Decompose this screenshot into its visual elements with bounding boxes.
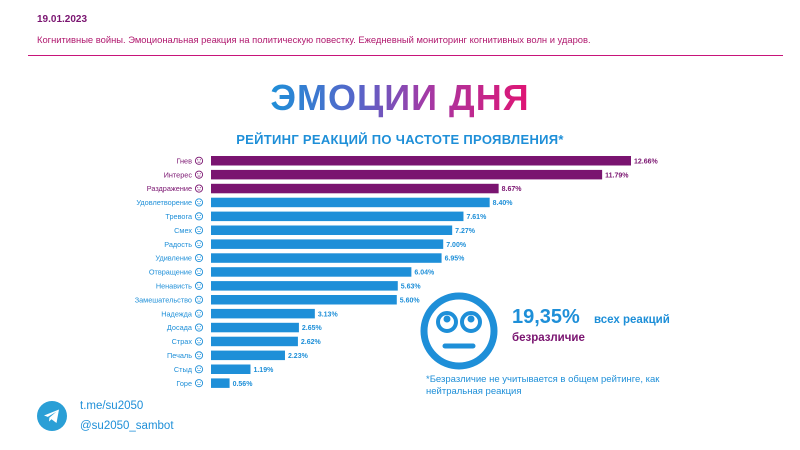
- category-label: Замешательство: [135, 295, 192, 304]
- value-label: 7.61%: [466, 214, 487, 221]
- value-label: 6.04%: [414, 270, 435, 277]
- category-label: Гнев: [176, 156, 192, 165]
- value-label: 1.19%: [253, 367, 274, 374]
- disgusted-face-icon: [194, 267, 204, 276]
- hope-icon: [194, 309, 204, 318]
- surprised-face-icon: [194, 254, 204, 263]
- bar-14: [211, 336, 298, 347]
- bar-5: [211, 211, 464, 222]
- value-label: 7.00%: [446, 242, 467, 249]
- telegram-icon: [37, 401, 67, 431]
- confused-face-icon: [194, 295, 204, 304]
- indifference-footnote: *Безразличие не учитывается в общем рейт…: [426, 374, 660, 397]
- value-label: 8.40%: [493, 200, 514, 207]
- bar-6: [211, 225, 453, 235]
- bar-3: [211, 183, 499, 194]
- category-label: Удивление: [155, 254, 192, 263]
- value-label: 11.79%: [605, 172, 629, 179]
- bar-11: [211, 295, 397, 305]
- report-subtitle: Когнитивные войны. Эмоциональная реакция…: [37, 34, 591, 45]
- bar-17: [211, 378, 230, 388]
- bar-1: [211, 156, 631, 166]
- category-label: Раздражение: [147, 184, 192, 193]
- hate-face-icon: [194, 281, 204, 290]
- irritated-face-icon: [194, 184, 204, 193]
- report-date: 19.01.2023: [37, 14, 88, 25]
- category-label: Тревога: [165, 212, 193, 221]
- page-title: ЭМОЦИИ ДНЯ: [0, 78, 800, 118]
- telegram-channel-link[interactable]: t.me/su2050: [80, 400, 144, 412]
- annoyed-face-icon: [194, 323, 204, 332]
- chart-title: РЕЙТИНГ РЕАКЦИЙ ПО ЧАСТОТЕ ПРОЯВЛЕНИЯ*: [236, 132, 564, 147]
- category-label: Отвращение: [149, 268, 192, 277]
- category-label: Досада: [167, 323, 193, 332]
- category-label: Смех: [174, 226, 192, 235]
- category-label: Надежда: [161, 309, 193, 318]
- fear-face-icon: [194, 337, 204, 346]
- bar-8: [211, 253, 442, 263]
- category-label: Горе: [176, 379, 192, 388]
- telegram-bot-link[interactable]: @su2050_sambot: [80, 420, 174, 432]
- bar-10: [211, 281, 398, 291]
- satisfied-face-icon: [194, 198, 204, 207]
- bar-9: [211, 267, 412, 277]
- category-label: Страх: [172, 337, 193, 346]
- neutral-face-icon: [420, 292, 498, 370]
- page-title-text: ЭМОЦИИ ДНЯ: [270, 77, 530, 118]
- value-label: 5.60%: [400, 297, 421, 304]
- angry-face-icon: [194, 156, 204, 165]
- category-label: Стыд: [174, 365, 193, 374]
- value-label: 3.13%: [318, 311, 339, 318]
- indifference-percent: 19,35%: [512, 306, 580, 328]
- emotions-bar-chart: Гнев 12.66% Интерес 11.79% Раздражение 8.67% У…: [135, 156, 659, 388]
- value-label: 8.67%: [502, 186, 523, 193]
- category-label: Радость: [164, 240, 192, 249]
- sad-face-icon: [194, 351, 204, 360]
- value-label: 2.23%: [288, 353, 309, 360]
- grief-face-icon: [194, 379, 204, 388]
- header-divider: [28, 55, 783, 56]
- laughing-face-icon: [194, 226, 204, 235]
- value-label: 0.56%: [233, 381, 254, 388]
- value-label: 6.95%: [445, 256, 466, 263]
- bar-13: [211, 322, 299, 333]
- value-label: 7.27%: [455, 228, 476, 235]
- bar-12: [211, 308, 315, 319]
- indifference-all-label: всех реакций: [594, 314, 670, 326]
- category-label: Удовлетворение: [136, 198, 192, 207]
- bar-15: [211, 350, 285, 361]
- value-label: 2.62%: [301, 339, 322, 346]
- ashamed-face-icon: [194, 365, 204, 374]
- category-label: Ненависть: [156, 281, 192, 290]
- bar-16: [211, 364, 251, 374]
- bar-2: [211, 169, 603, 180]
- value-label: 5.63%: [401, 283, 422, 290]
- anxious-face-icon: [194, 212, 204, 221]
- category-label: Интерес: [164, 170, 193, 179]
- value-label: 12.66%: [634, 158, 659, 165]
- joy-face-icon: [194, 240, 204, 249]
- bar-7: [211, 239, 444, 249]
- interest-icon: [194, 170, 204, 179]
- bar-4: [211, 197, 490, 208]
- value-label: 2.65%: [302, 325, 323, 332]
- indifference-label: безразличие: [512, 332, 585, 344]
- category-label: Печаль: [167, 351, 192, 360]
